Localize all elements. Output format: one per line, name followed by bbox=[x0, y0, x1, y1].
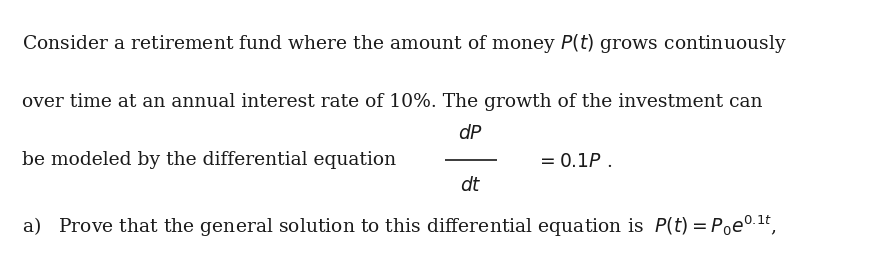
Text: a)   Prove that the general solution to this differential equation is  $P(t) = P: a) Prove that the general solution to th… bbox=[22, 214, 776, 239]
Text: be modeled by the differential equation: be modeled by the differential equation bbox=[22, 151, 396, 169]
Text: $= 0.1P$ .: $= 0.1P$ . bbox=[536, 153, 612, 171]
Text: $dt$: $dt$ bbox=[460, 176, 481, 196]
Text: Consider a retirement fund where the amount of money $P(t)$ grows continuously: Consider a retirement fund where the amo… bbox=[22, 32, 787, 55]
Text: $dP$: $dP$ bbox=[458, 124, 483, 143]
Text: over time at an annual interest rate of 10%. The growth of the investment can: over time at an annual interest rate of … bbox=[22, 93, 762, 111]
